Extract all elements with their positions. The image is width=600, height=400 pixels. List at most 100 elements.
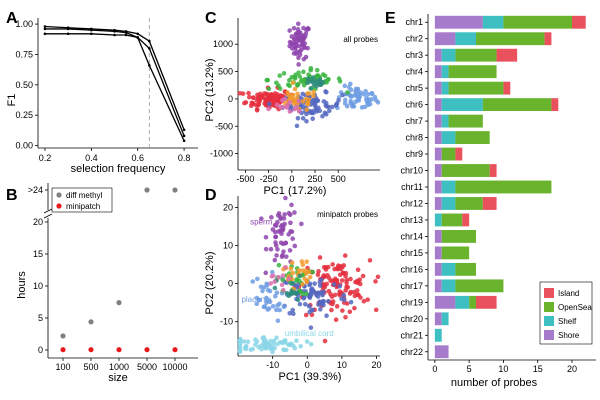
panel-a-y-tick-label: 0.50 (15, 80, 33, 90)
panel-c-point-tissue_red (251, 95, 256, 100)
panel-d-point-tissue_red (373, 307, 379, 313)
panel-d-point-sperm (280, 224, 286, 229)
panel-d-point-sperm (269, 215, 274, 220)
panel-d-point-sperm (272, 257, 278, 263)
panel-d-cluster-label: sperm (250, 218, 273, 227)
panel-c-point-tissue_pink (274, 102, 280, 108)
panel-e-bar-island (496, 48, 518, 62)
panel-c-point-tissue_blue (320, 113, 325, 119)
panel-d-point-placenta (254, 295, 260, 301)
panel-b-axis-break-mark (43, 208, 53, 214)
panel-a-point (148, 64, 151, 67)
panel-c-point-tissue_blue (323, 103, 329, 108)
panel-d-point-sperm (270, 227, 276, 232)
panel-a-x-tick-label: 0.6 (131, 153, 144, 163)
panel-e-category-label: chr3 (405, 50, 423, 60)
panel-e-x-tick-label: 15 (533, 364, 543, 374)
panel-e-legend-swatch (544, 288, 554, 298)
panel-a-y-tick-label: 0.25 (15, 110, 33, 120)
panel-a-y-tick-label: 0.75 (15, 49, 33, 59)
panel-c-point-sperm (302, 45, 307, 50)
panel-d-point-placenta (270, 269, 275, 275)
panel-e-bar-shelf (434, 213, 442, 227)
panel-d-point-tissue_orange (300, 282, 305, 287)
panel-c-x-tick-label: 250 (308, 174, 323, 184)
panel-d-point-sperm (263, 246, 269, 252)
panel-d-point-tissue_red (323, 267, 329, 272)
panel-c-x-tick-label: -250 (260, 174, 278, 184)
panel-d-point-tissue_blue (290, 307, 295, 313)
panel-b-y-tick-label: 15 (33, 249, 43, 259)
panel-b-point-diff-methyl (60, 333, 66, 339)
panel-c-point-tissue_red (278, 93, 283, 98)
panel-d-point-tissue_red (357, 281, 363, 287)
panel-c-point-tissue_blue (295, 115, 301, 121)
panel-e-category-label: chr13 (400, 215, 423, 225)
panel-d-point-umbilical (259, 346, 264, 352)
panel-d-point-umbilical (304, 339, 310, 344)
panel-d-point-tissue_red (367, 258, 373, 263)
panel-e-bar-island (455, 147, 463, 161)
panel-d-point-tissue_blue (319, 301, 325, 307)
panel-d-point-tissue_blue (312, 281, 317, 286)
panel-d-point-tissue_blue (331, 282, 337, 287)
panel-a-series-line (44, 25, 185, 131)
panel-e-bar-shore (434, 312, 442, 326)
panel-a-series-line (44, 28, 185, 137)
panel-d-point-tissue_blue (341, 292, 347, 298)
panel-e-bar-shore (434, 246, 442, 260)
panel-c-point-tissue_pink (296, 98, 301, 104)
panel-d-cluster-label: umbilical cord (285, 329, 334, 338)
panel-d-y-tick-label: -10 (220, 317, 233, 327)
panel-d-point-sperm (278, 216, 283, 222)
panel-b-axis-break-mark (43, 213, 53, 219)
panel-c-point-tissue_teal (320, 79, 326, 85)
panel-e-legend-swatch (544, 302, 554, 312)
panel-c-point-tissue_orange (307, 91, 312, 96)
panel-b-y-tick-label: 5 (38, 313, 43, 323)
panel-e-category-label: chr17 (400, 281, 423, 291)
panel-c-point-placenta (342, 101, 348, 106)
panel-c-point-sperm (289, 34, 295, 39)
panel-d-point-tissue_red (333, 317, 339, 323)
panel-c-point-tissue_orange (292, 86, 298, 92)
panel-c-point-tissue_pink (284, 104, 290, 110)
panel-e-x-tick-label: 20 (567, 364, 577, 374)
panel-d-point-sperm (268, 246, 274, 252)
panel-d-point-sperm (299, 221, 304, 227)
panel-a-point (43, 25, 47, 28)
panel-c-point-placenta (364, 95, 369, 101)
panel-c-y-tick-label: -1000 (210, 149, 233, 159)
panel-d-point-tissue_red (332, 266, 337, 272)
panel-c-point-tissue_orange (300, 99, 306, 104)
panel-d-point-tissue_pink (280, 273, 286, 278)
panel-letter-d: D (205, 187, 217, 204)
panel-c-point-tissue_red (247, 94, 252, 100)
panel-c-title: all probes (343, 35, 378, 44)
panel-e-bar-shelf (455, 295, 470, 309)
panel-a-point (66, 27, 70, 31)
panel-e-bar-shelf (441, 312, 449, 326)
panel-b-ylabel: hours (16, 271, 28, 299)
panel-e-bar-opensea (455, 279, 504, 293)
panel-c-point-tissue_pink (294, 104, 299, 110)
panel-d-point-tissue_red (352, 305, 357, 311)
panel-a-y-tick-label: 1.00 (15, 19, 33, 29)
panel-c-point-tissue_green (297, 74, 303, 79)
panel-c-point-placenta (342, 83, 348, 89)
panel-a-point (90, 28, 93, 32)
panel-c-point-tissue_pink (287, 100, 293, 105)
panel-e-bar-island (572, 15, 586, 29)
panel-d-point-tissue_red (365, 297, 370, 303)
panel-d-point-tissue_pink (268, 281, 274, 286)
panel-d-point-umbilical (241, 339, 247, 344)
panel-c-point-placenta (348, 94, 354, 99)
panel-d-point-tissue_orange (288, 266, 294, 271)
panel-e-category-label: chr15 (400, 248, 423, 258)
panel-e-bar-shelf (441, 197, 456, 210)
panel-e-category-label: chr20 (400, 314, 423, 324)
panel-d-point-sperm (292, 210, 297, 215)
panel-d-point-tissue_orange (296, 268, 302, 273)
panel-e-legend-label: Shelf (558, 317, 577, 326)
panel-d-point-tissue_blue (308, 325, 314, 330)
